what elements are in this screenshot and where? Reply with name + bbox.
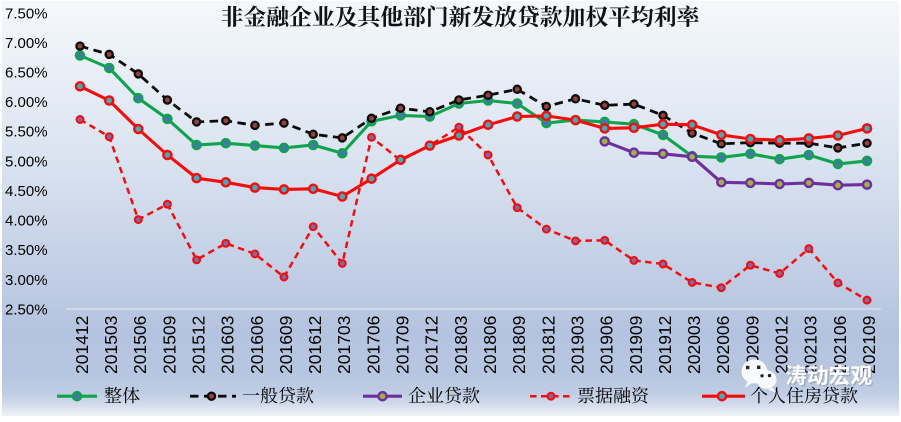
svg-text:201509: 201509 (159, 316, 179, 374)
svg-text:201906: 201906 (597, 316, 617, 374)
svg-text:201612: 201612 (305, 316, 325, 374)
svg-text:202003: 202003 (684, 316, 704, 374)
svg-text:201606: 201606 (247, 316, 267, 374)
svg-text:201809: 201809 (509, 316, 529, 374)
svg-text:201712: 201712 (422, 316, 442, 374)
svg-text:201603: 201603 (218, 316, 238, 374)
svg-text:202006: 202006 (713, 316, 733, 374)
svg-text:5.50%: 5.50% (5, 124, 48, 141)
svg-text:201506: 201506 (130, 316, 150, 374)
svg-text:4.00%: 4.00% (5, 213, 48, 230)
svg-text:202109: 202109 (859, 316, 879, 374)
svg-text:201903: 201903 (567, 316, 587, 374)
svg-text:201609: 201609 (276, 316, 296, 374)
svg-text:202103: 202103 (801, 316, 821, 374)
svg-text:201912: 201912 (655, 316, 675, 374)
svg-text:201706: 201706 (363, 316, 383, 374)
svg-text:201803: 201803 (451, 316, 471, 374)
svg-text:201806: 201806 (480, 316, 500, 374)
svg-text:201503: 201503 (101, 316, 121, 374)
svg-text:6.50%: 6.50% (5, 65, 48, 82)
svg-text:7.00%: 7.00% (5, 35, 48, 52)
svg-text:201909: 201909 (626, 316, 646, 374)
svg-text:3.00%: 3.00% (5, 272, 48, 289)
svg-text:6.00%: 6.00% (5, 94, 48, 111)
svg-text:201703: 201703 (334, 316, 354, 374)
svg-text:201512: 201512 (189, 316, 209, 374)
svg-text:5.00%: 5.00% (5, 153, 48, 170)
svg-text:2.50%: 2.50% (5, 301, 48, 318)
svg-text:202009: 202009 (742, 316, 762, 374)
svg-text:201812: 201812 (538, 316, 558, 374)
svg-text:3.50%: 3.50% (5, 242, 48, 259)
svg-text:201709: 201709 (393, 316, 413, 374)
svg-text:202012: 202012 (772, 316, 792, 374)
svg-text:4.50%: 4.50% (5, 183, 48, 200)
svg-text:202106: 202106 (830, 316, 850, 374)
svg-text:7.50%: 7.50% (5, 5, 48, 22)
svg-text:201412: 201412 (72, 316, 92, 374)
